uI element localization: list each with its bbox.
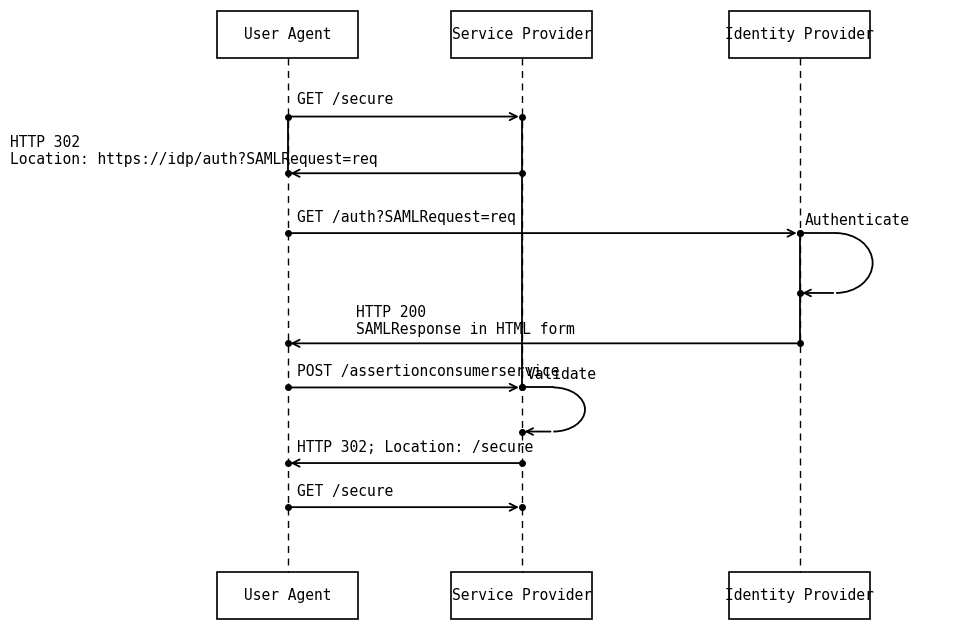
Bar (729, 572, 870, 619)
Text: GET /secure: GET /secure (297, 92, 394, 107)
Text: GET /secure: GET /secure (297, 484, 394, 499)
Text: User Agent: User Agent (244, 588, 332, 603)
Text: User Agent: User Agent (244, 27, 332, 42)
Text: POST /assertionconsumerservice: POST /assertionconsumerservice (297, 364, 560, 379)
Text: Authenticate: Authenticate (804, 213, 910, 228)
Text: Validate: Validate (526, 367, 597, 382)
Text: Service Provider: Service Provider (451, 588, 592, 603)
Bar (216, 572, 358, 619)
Text: HTTP 302
Location: https://idp/auth?SAMLRequest=req: HTTP 302 Location: https://idp/auth?SAML… (10, 135, 377, 167)
Bar (450, 572, 593, 619)
Text: Identity Provider: Identity Provider (725, 588, 874, 603)
Bar (729, 11, 870, 58)
Text: HTTP 302; Location: /secure: HTTP 302; Location: /secure (297, 440, 533, 455)
Bar (450, 11, 593, 58)
Text: GET /auth?SAMLRequest=req: GET /auth?SAMLRequest=req (297, 210, 516, 225)
Text: Service Provider: Service Provider (451, 27, 592, 42)
Bar (216, 11, 358, 58)
Text: HTTP 200
SAMLResponse in HTML form: HTTP 200 SAMLResponse in HTML form (356, 305, 574, 337)
Text: Identity Provider: Identity Provider (725, 27, 874, 42)
